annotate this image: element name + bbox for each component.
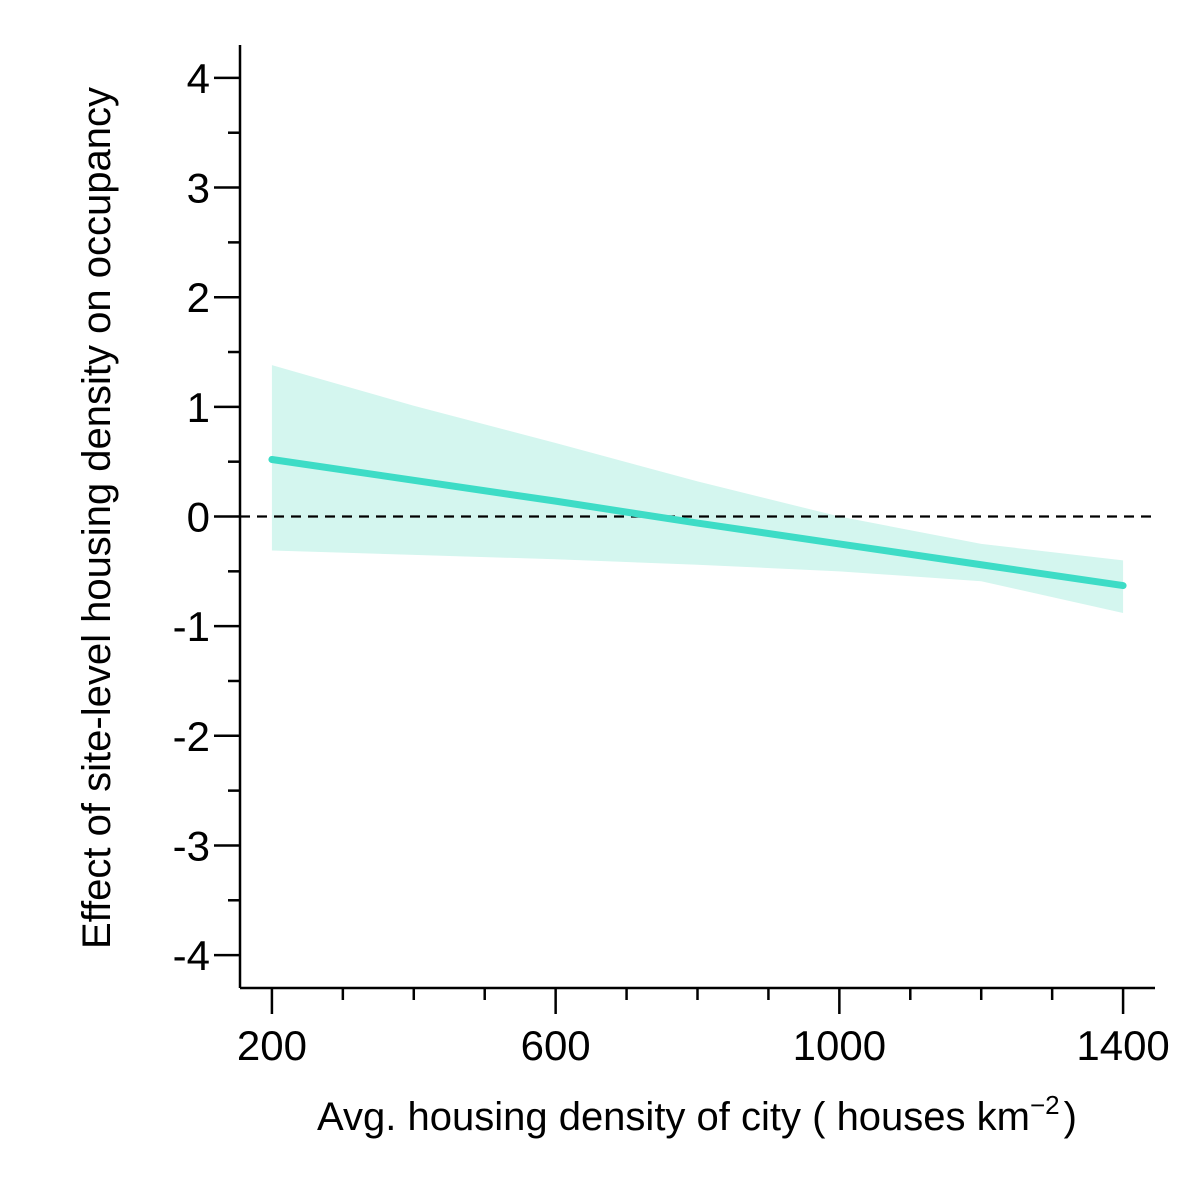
- y-axis-label: Effect of site-level housing density on …: [75, 87, 119, 949]
- confidence-band: [271, 365, 1124, 613]
- y-tick-label: -1: [173, 603, 210, 650]
- x-axis-label-main: Avg. housing density of city ( houses km: [317, 1095, 1030, 1139]
- y-tick-label: -4: [173, 932, 210, 979]
- y-tick-label: 0: [187, 494, 210, 541]
- y-tick-label: 3: [187, 165, 210, 212]
- y-tick-label: -3: [173, 822, 210, 869]
- confidence-band-layer: [271, 365, 1124, 613]
- x-tick-label: 1400: [1076, 1022, 1169, 1069]
- series-line: [268, 455, 1127, 590]
- x-tick-label: 1000: [793, 1022, 886, 1069]
- y-tick-label: 4: [187, 55, 210, 102]
- x-axis-label-superscript: −2: [1030, 1090, 1060, 1120]
- axes-layer: -4 -3 -2 -1 0 1 2 3 4 200 600 1000 1400: [173, 45, 1170, 1069]
- y-tick-label: -2: [173, 713, 210, 760]
- x-tick-label: 600: [521, 1022, 591, 1069]
- x-axis-label-close: ): [1064, 1095, 1077, 1139]
- x-axis-label: Avg. housing density of city ( houses km…: [317, 1090, 1077, 1139]
- y-tick-label: 1: [187, 384, 210, 431]
- y-tick-label: 2: [187, 274, 210, 321]
- x-tick-label: 200: [237, 1022, 307, 1069]
- series-line-layer: [268, 455, 1127, 590]
